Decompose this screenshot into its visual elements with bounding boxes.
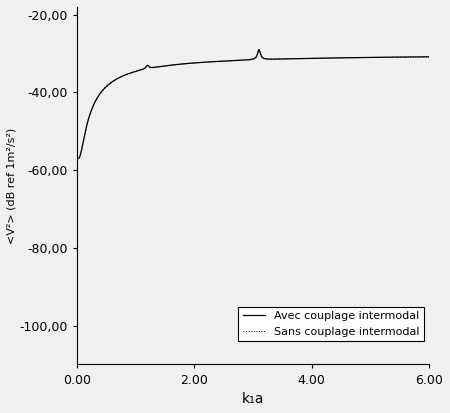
Y-axis label: <V²> (dB ref 1m²/s²): <V²> (dB ref 1m²/s²) <box>7 128 17 244</box>
Avec couplage intermodal <box>335 55 341 60</box>
Sans couplage intermodal <box>335 55 341 60</box>
Sans couplage intermodal <box>256 47 262 52</box>
Avec couplage intermodal <box>283 57 288 62</box>
Sans couplage intermodal <box>202 60 207 65</box>
Sans couplage intermodal <box>75 156 80 161</box>
Sans couplage intermodal <box>427 55 432 59</box>
Sans couplage intermodal <box>354 55 360 60</box>
Avec couplage intermodal <box>75 156 80 161</box>
Avec couplage intermodal <box>92 100 98 104</box>
Avec couplage intermodal <box>298 56 304 61</box>
Avec couplage intermodal <box>256 47 262 52</box>
Avec couplage intermodal <box>354 55 360 60</box>
Avec couplage intermodal <box>427 55 432 59</box>
Line: Sans couplage intermodal: Sans couplage intermodal <box>77 50 429 159</box>
Line: Avec couplage intermodal: Avec couplage intermodal <box>77 50 429 159</box>
Legend: Avec couplage intermodal, Sans couplage intermodal: Avec couplage intermodal, Sans couplage … <box>238 306 423 341</box>
Sans couplage intermodal <box>92 100 98 104</box>
Sans couplage intermodal <box>298 56 304 61</box>
X-axis label: k₁a: k₁a <box>242 392 264 406</box>
Avec couplage intermodal <box>202 60 207 65</box>
Sans couplage intermodal <box>283 57 288 62</box>
